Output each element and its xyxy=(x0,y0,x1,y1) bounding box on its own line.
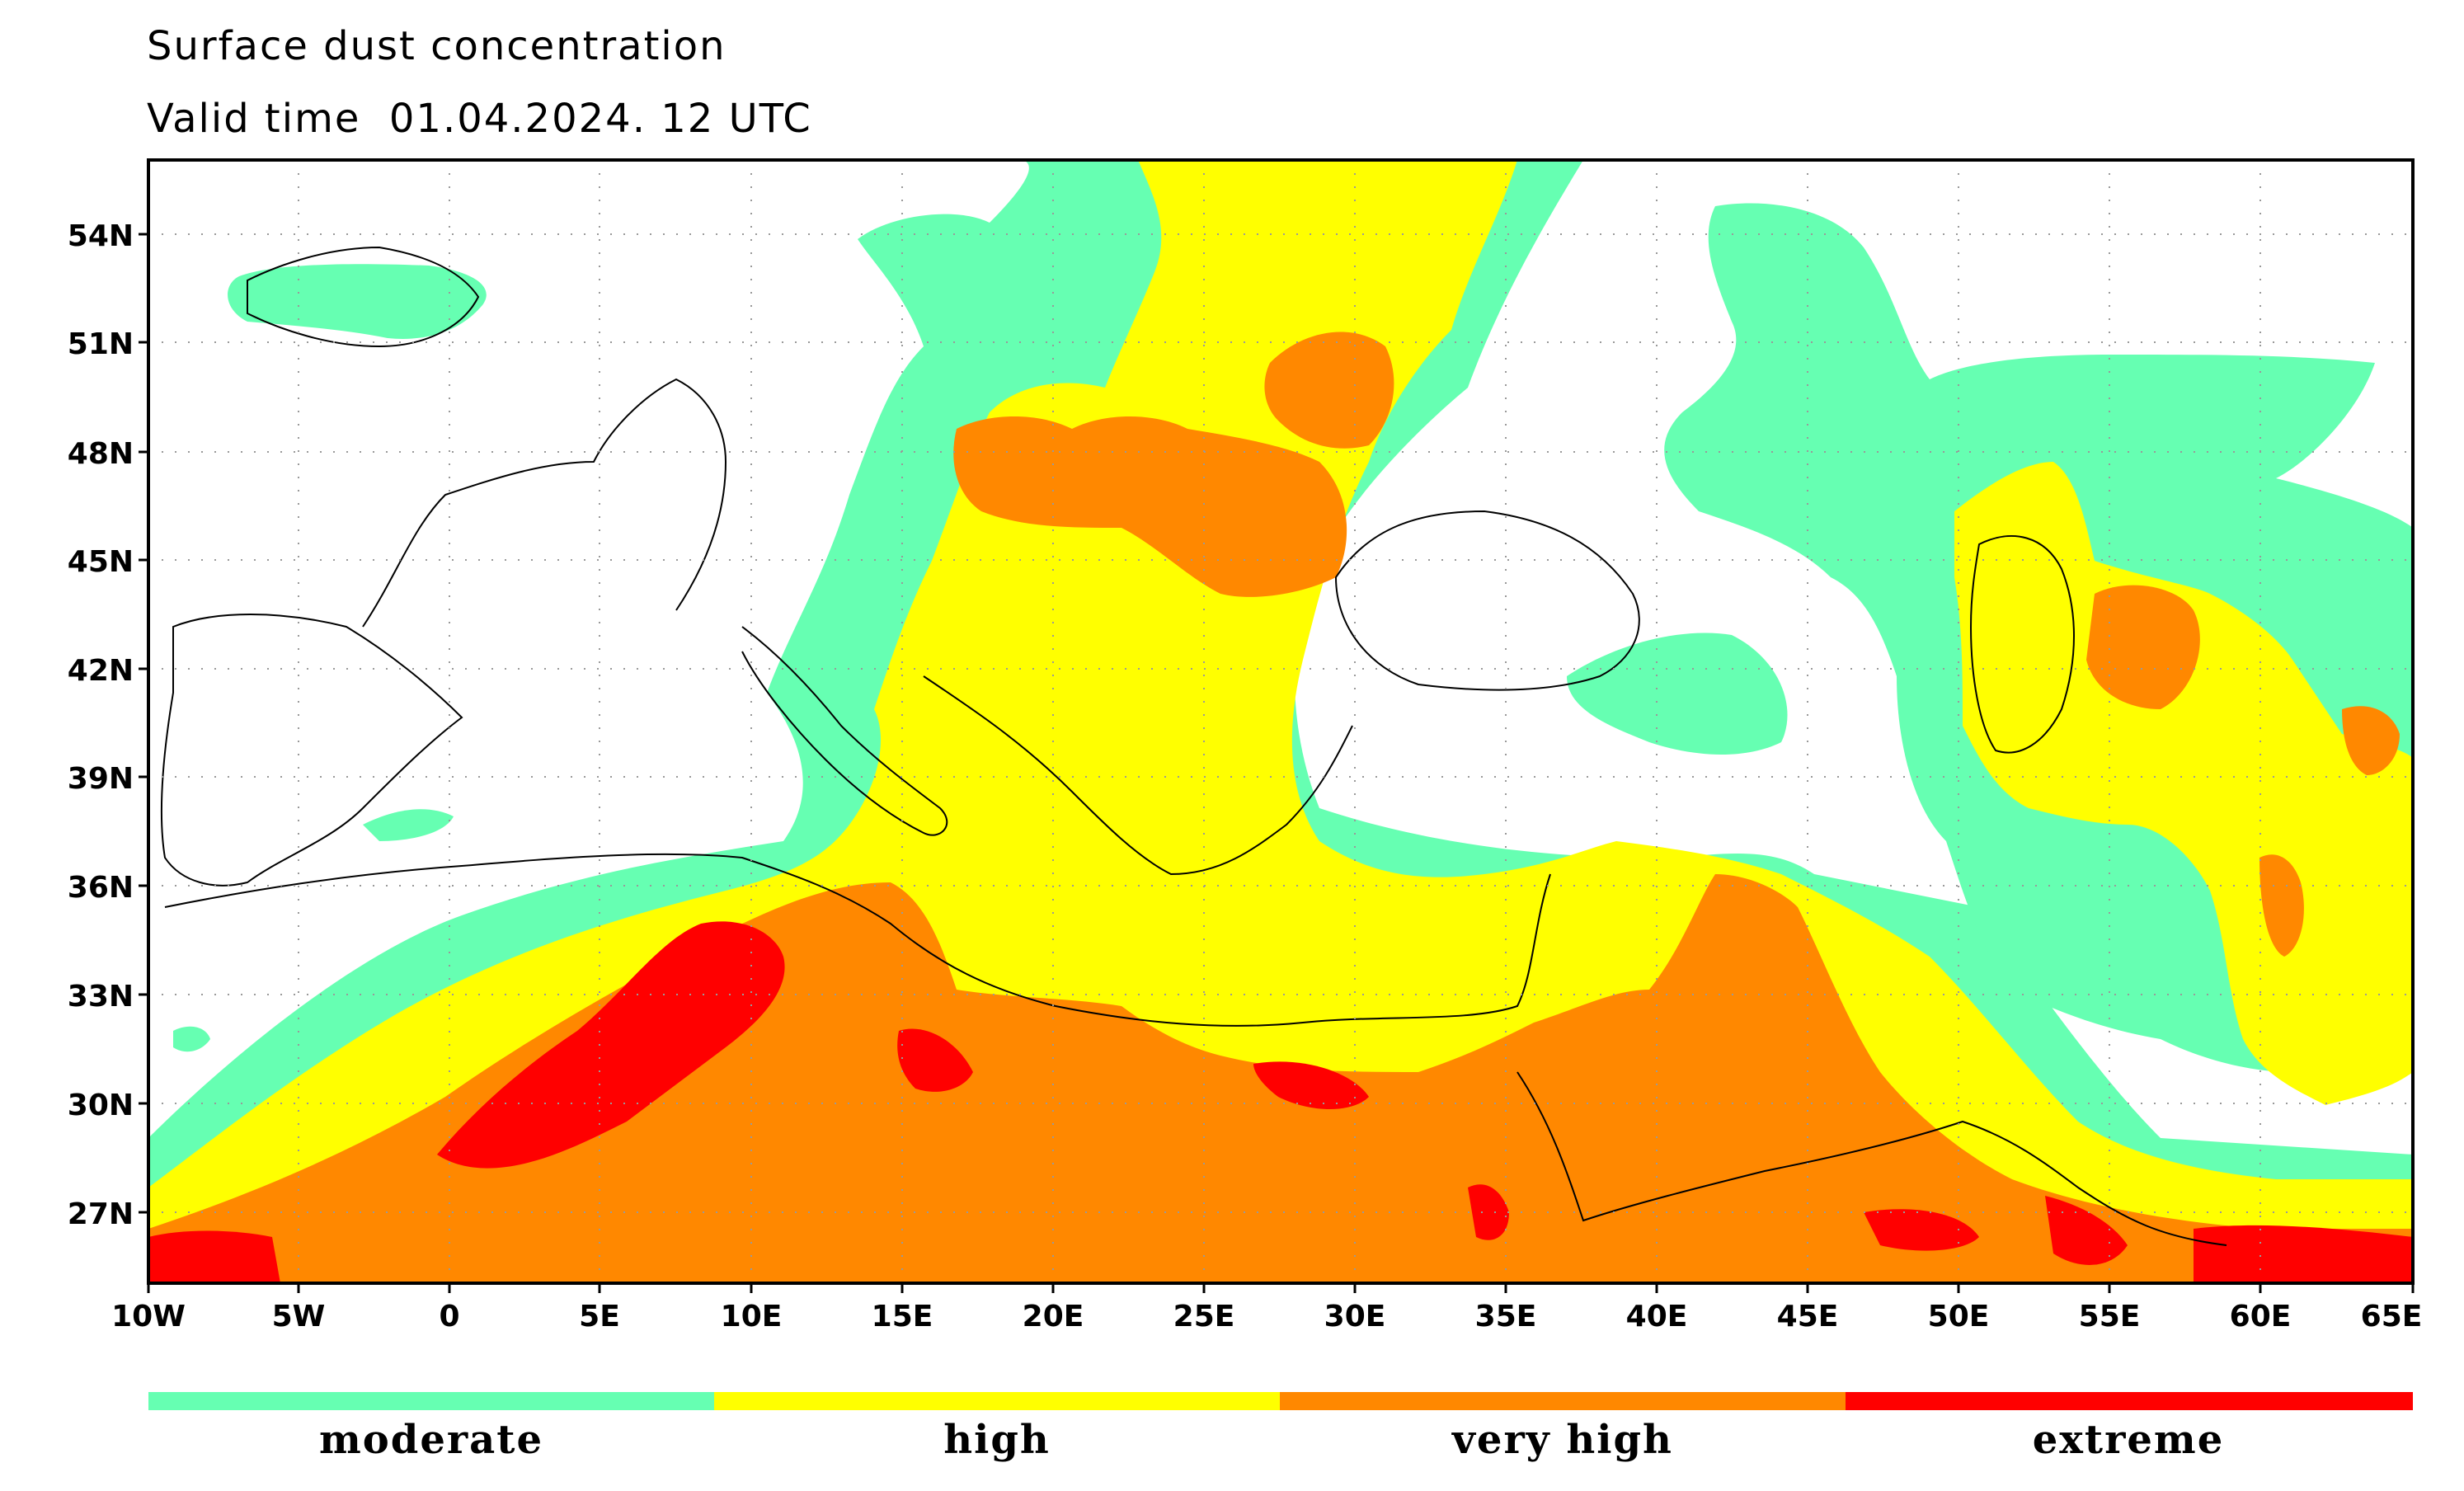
lon-label: 25E xyxy=(1173,1300,1235,1333)
france-coast xyxy=(362,378,727,628)
lon-label: 40E xyxy=(1626,1300,1688,1333)
extreme-persian-gulf xyxy=(2045,1196,2128,1265)
arabian-coast xyxy=(1516,1071,2227,1246)
moderate-caucasus-tongue xyxy=(1567,633,1788,755)
lat-label: 51N xyxy=(68,327,134,361)
legend-swatch-high xyxy=(714,1392,1280,1410)
very-high-iran-strip xyxy=(2259,854,2304,957)
longitude-labels: 10W 5W 0 5E 10E 15E 20E 25E 30E 35E 40E … xyxy=(111,1300,2422,1333)
lon-label: 15E xyxy=(872,1300,933,1333)
map-title: Surface dust concentration xyxy=(147,23,727,69)
latitude-labels: 54N 51N 48N 45N 42N 39N 36N 33N 30N 27N xyxy=(68,219,134,1231)
lon-label: 60E xyxy=(2230,1300,2292,1333)
balkans-greece-coast xyxy=(923,675,1353,876)
lat-label: 54N xyxy=(68,219,134,253)
legend-swatch-very-high xyxy=(1280,1392,1846,1410)
lat-label: 48N xyxy=(68,437,134,471)
lon-label: 10W xyxy=(111,1300,186,1333)
high-caspian-region xyxy=(1954,462,2413,1105)
very-high-balkans xyxy=(953,416,1347,597)
very-high-aral xyxy=(2342,706,2400,775)
iberia-coast xyxy=(160,614,463,887)
moderate-england xyxy=(228,264,487,339)
caspian-coast xyxy=(1969,535,2075,754)
legend-label-moderate: moderate xyxy=(318,1417,543,1463)
lon-label: 0 xyxy=(439,1300,459,1333)
lon-label: 5E xyxy=(579,1300,620,1333)
lon-label: 20E xyxy=(1023,1300,1084,1333)
dust-fields xyxy=(148,160,2413,1283)
lat-label: 45N xyxy=(68,545,134,579)
extreme-oman-gulf xyxy=(2194,1225,2413,1283)
lon-label: 35E xyxy=(1475,1300,1537,1333)
lat-label: 36N xyxy=(68,871,134,905)
lat-label: 39N xyxy=(68,762,134,796)
lat-label: 42N xyxy=(68,654,134,688)
lon-label: 65E xyxy=(2361,1300,2423,1333)
lon-label: 10E xyxy=(721,1300,783,1333)
extreme-west-sahara xyxy=(148,1230,280,1283)
grid-lines xyxy=(148,160,2413,1283)
lat-label: 30N xyxy=(68,1089,134,1122)
moderate-morocco-patch xyxy=(173,1026,210,1052)
legend-label-extreme: extreme xyxy=(2032,1417,2225,1463)
lon-label: 30E xyxy=(1324,1300,1386,1333)
high-aegean-tongue xyxy=(1138,711,1293,869)
lon-label: 55E xyxy=(2079,1300,2141,1333)
valid-time: Valid time 01.04.2024. 12 UTC xyxy=(147,96,812,142)
lat-label: 27N xyxy=(68,1197,134,1231)
coastlines xyxy=(160,246,2227,1246)
legend-swatch-moderate xyxy=(148,1392,714,1410)
black-sea-coast xyxy=(1334,510,1640,691)
moderate-iberia-patch xyxy=(363,809,454,841)
map-frame xyxy=(147,158,2415,1285)
extreme-algeria-tunisia xyxy=(437,921,785,1169)
very-high-caspian xyxy=(2086,585,2200,709)
lon-label: 45E xyxy=(1777,1300,1839,1333)
axis-ticks xyxy=(139,233,2415,1293)
legend-swatch-extreme xyxy=(1846,1392,2413,1410)
lon-label: 5W xyxy=(272,1300,326,1333)
lat-label: 33N xyxy=(68,980,134,1014)
italy-coast xyxy=(741,626,948,836)
britain-coast xyxy=(247,246,480,348)
extreme-libya-cell xyxy=(897,1028,973,1092)
extreme-sinai xyxy=(1468,1184,1509,1240)
lon-label: 50E xyxy=(1928,1300,1990,1333)
extreme-egypt-cell xyxy=(1253,1061,1369,1109)
north-africa-coast xyxy=(164,853,1551,1027)
legend-label-high: high xyxy=(943,1417,1051,1463)
very-high-ukraine xyxy=(1264,332,1394,449)
extreme-arabia-cell xyxy=(1864,1209,1979,1251)
high-iberia-patch xyxy=(1369,928,1460,968)
legend-label-very-high: very high xyxy=(1452,1417,1673,1463)
